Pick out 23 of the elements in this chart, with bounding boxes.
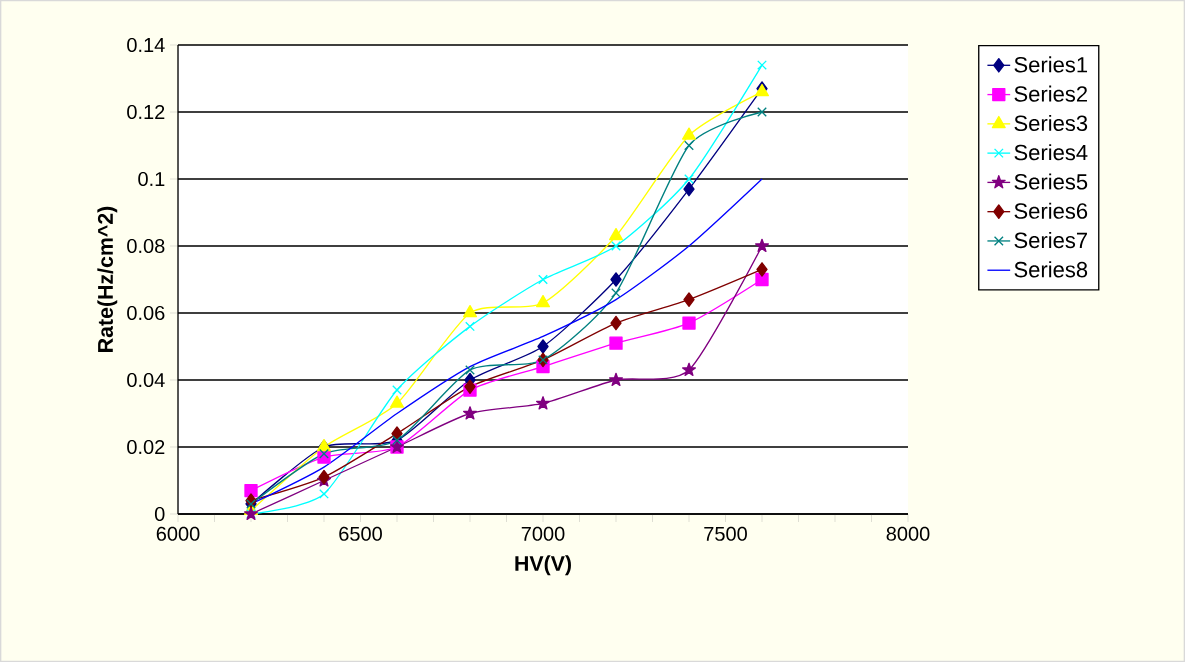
legend-label: Series8: [1014, 261, 1088, 278]
x-tick-label: 7000: [521, 526, 565, 541]
x-tick-label: 8000: [886, 526, 930, 541]
legend-label: Series1: [1014, 56, 1088, 73]
legend-label: Series5: [1014, 173, 1088, 190]
y-tick-label: 0: [154, 506, 165, 522]
y-tick-label: 0.04: [127, 372, 165, 388]
y-tick-label: 0.12: [127, 104, 165, 120]
x-tick-label: 6500: [339, 526, 382, 541]
legend-label: Series2: [1014, 85, 1087, 102]
legend-label: Series7: [1014, 231, 1087, 249]
legend-label: Series6: [1014, 202, 1088, 219]
y-tick-label: 0.06: [127, 305, 165, 321]
y-tick-label: 0.08: [127, 238, 165, 254]
y-tick-label: 0.1: [138, 171, 165, 187]
y-axis-title: Rate(Hz/cm^2): [97, 206, 118, 352]
legend-label: Series4: [1014, 144, 1088, 161]
x-tick-label: 7500: [704, 526, 747, 541]
y-tick-label: 0.14: [127, 37, 165, 53]
x-axis-title: HV(V): [515, 555, 571, 576]
legend-label: Series3: [1014, 114, 1088, 132]
x-tick-label: 6000: [156, 526, 200, 541]
y-tick-label: 0.02: [127, 439, 165, 455]
